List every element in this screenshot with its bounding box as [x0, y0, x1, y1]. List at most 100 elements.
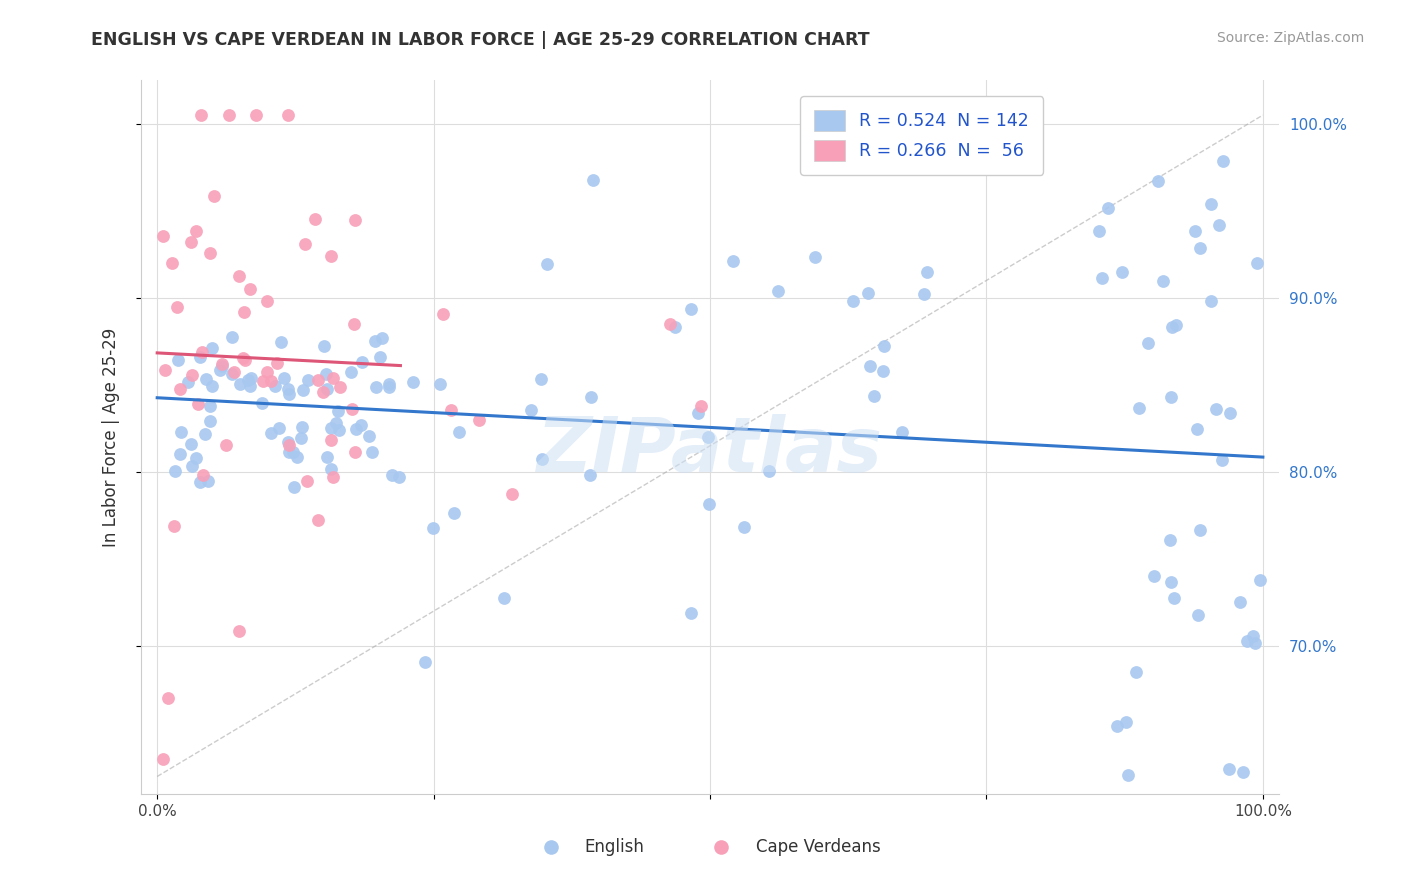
Point: [432, 307, 454, 321]
Point: [218, 108, 240, 122]
Point: [256, 294, 278, 309]
Point: [1104, 804, 1126, 818]
Point: [872, 364, 894, 378]
Point: [1091, 270, 1114, 285]
Point: [371, 330, 394, 344]
Point: [1205, 402, 1227, 417]
Point: [842, 294, 865, 309]
Point: [245, 108, 267, 122]
Point: [202, 189, 225, 203]
Point: [326, 404, 349, 418]
Point: [297, 474, 319, 488]
Text: Cape Verdeans: Cape Verdeans: [755, 838, 880, 856]
Point: [266, 356, 288, 370]
Point: [690, 399, 713, 413]
Point: [343, 317, 366, 331]
Point: [688, 406, 710, 420]
Point: [1246, 256, 1268, 270]
Point: [180, 437, 202, 451]
Text: English: English: [585, 838, 644, 856]
Point: [1249, 573, 1271, 587]
Point: [233, 353, 256, 368]
Point: [176, 375, 198, 389]
Text: ZIPatlas: ZIPatlas: [537, 415, 883, 488]
Point: [912, 286, 935, 301]
Point: [1188, 241, 1211, 255]
Point: [1189, 524, 1212, 538]
Point: [297, 373, 319, 387]
Point: [1229, 595, 1251, 609]
Point: [190, 108, 212, 122]
Point: [1208, 218, 1230, 232]
Point: [260, 375, 283, 389]
Point: [283, 444, 305, 458]
Point: [364, 380, 387, 394]
Point: [1187, 608, 1209, 623]
Point: [468, 413, 491, 427]
Point: [429, 377, 451, 392]
Point: [1184, 224, 1206, 238]
Point: [350, 417, 373, 432]
Point: [294, 236, 316, 251]
Point: [191, 344, 214, 359]
Point: [285, 450, 308, 464]
Point: [1111, 265, 1133, 279]
Point: [270, 334, 292, 349]
Point: [200, 400, 222, 414]
Point: [278, 438, 301, 452]
Point: [277, 108, 299, 122]
Point: [1159, 533, 1181, 547]
Point: [891, 425, 914, 439]
Point: [1236, 633, 1258, 648]
Point: [1088, 224, 1111, 238]
Point: [494, 591, 516, 605]
Point: [169, 383, 191, 397]
Point: [578, 467, 600, 482]
Point: [1166, 318, 1188, 332]
Point: [197, 475, 219, 489]
Text: Source: ZipAtlas.com: Source: ZipAtlas.com: [1216, 31, 1364, 45]
Point: [873, 339, 896, 353]
Point: [169, 447, 191, 461]
Point: [1128, 401, 1150, 416]
Point: [188, 475, 211, 489]
Point: [1143, 569, 1166, 583]
Point: [1243, 629, 1265, 643]
Point: [1137, 335, 1160, 350]
Point: [1219, 406, 1241, 420]
Point: [273, 370, 295, 384]
Point: [344, 213, 367, 227]
Point: [766, 285, 789, 299]
Point: [153, 363, 176, 377]
Point: [180, 235, 202, 249]
Point: [758, 464, 780, 478]
Point: [733, 520, 755, 534]
Point: [1116, 768, 1139, 782]
Point: [194, 427, 217, 442]
Point: [1115, 714, 1137, 729]
Point: [359, 428, 381, 442]
Point: [291, 420, 314, 434]
Point: [329, 380, 352, 394]
Point: [381, 467, 404, 482]
Point: [228, 377, 250, 392]
Point: [1218, 762, 1240, 776]
Point: [1201, 294, 1223, 309]
Point: [340, 401, 363, 416]
Point: [1212, 153, 1234, 168]
Point: [322, 370, 344, 384]
Point: [402, 375, 425, 389]
Point: [277, 435, 299, 450]
Point: [697, 497, 720, 511]
Point: [264, 379, 287, 393]
Point: [1187, 422, 1209, 436]
Point: [322, 470, 344, 484]
Point: [530, 451, 553, 466]
Point: [278, 445, 301, 459]
Point: [290, 432, 312, 446]
Point: [1105, 718, 1128, 732]
Point: [681, 302, 703, 317]
Point: [232, 351, 254, 366]
Point: [186, 450, 208, 465]
Point: [1152, 274, 1174, 288]
